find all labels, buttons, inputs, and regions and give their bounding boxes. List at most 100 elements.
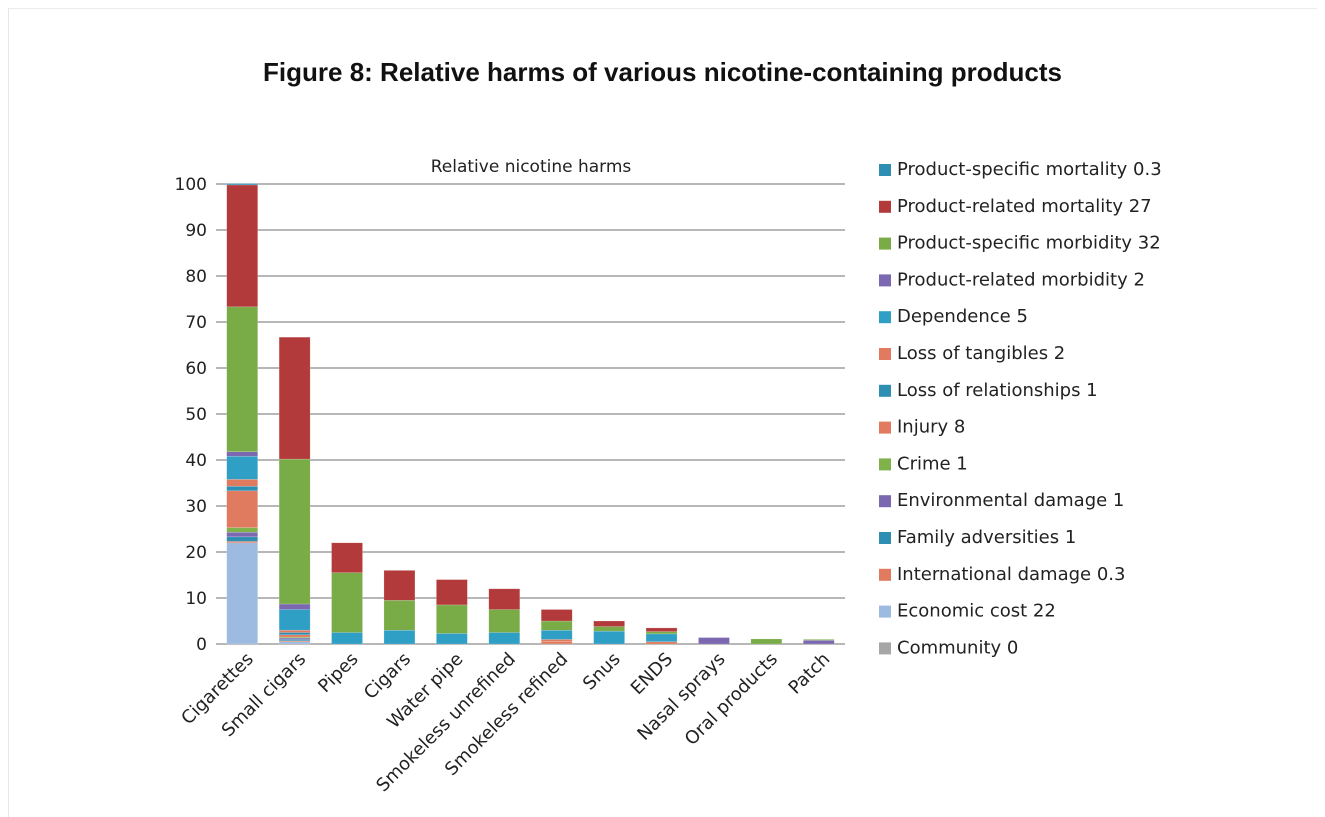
legend-swatch xyxy=(879,458,891,471)
bar-segment-1-12 xyxy=(278,336,311,460)
bar-segment-3-12 xyxy=(383,570,416,601)
legend-swatch xyxy=(879,421,891,434)
bar-segment-7-12 xyxy=(593,620,625,627)
legend-swatch xyxy=(879,532,891,544)
bar-segment-5-9 xyxy=(488,632,521,645)
figure-title: Figure 8: Relative harms of various nico… xyxy=(263,57,1062,87)
y-tick-label-20: 20 xyxy=(185,543,207,563)
bar-segment-0-7 xyxy=(226,485,258,492)
legend-swatch xyxy=(879,274,891,287)
bar-segment-8-8 xyxy=(645,641,678,645)
gridlines xyxy=(216,183,845,645)
bar-segment-5-11 xyxy=(488,609,521,633)
y-tick-label-90: 90 xyxy=(185,221,207,241)
legend-label: Product-specific mortality 0.3 xyxy=(897,159,1162,180)
legend-swatch xyxy=(879,642,891,655)
legend-label: Product-specific morbidity 32 xyxy=(897,233,1161,254)
legend-label: Environmental damage 1 xyxy=(897,490,1124,511)
bar-segment-1-6 xyxy=(278,634,311,638)
bar-segment-0-6 xyxy=(226,490,258,528)
bar-segment-6-12 xyxy=(540,609,573,622)
legend-swatch xyxy=(879,568,891,581)
bar-segment-0-12 xyxy=(226,184,258,308)
x-category-label: Oral products xyxy=(681,649,782,750)
bar-segment-6-11 xyxy=(540,620,573,631)
legend-label: Product-related mortality 27 xyxy=(897,196,1152,217)
bar-segment-1-11 xyxy=(278,458,311,605)
y-tick-label-30: 30 xyxy=(185,497,207,517)
legend-swatch xyxy=(879,348,891,360)
legend-swatch xyxy=(879,605,891,618)
y-tick-label-60: 60 xyxy=(185,359,207,379)
bar-segment-11-10 xyxy=(803,640,835,645)
legend: Product-specific mortality 0.3 Product-re… xyxy=(879,159,1162,658)
legend-label: Crime 1 xyxy=(897,453,968,474)
bar-segment-4-11 xyxy=(436,604,468,634)
y-tick-label-100: 100 xyxy=(175,175,207,195)
bar-segment-0-5 xyxy=(226,527,258,533)
x-category-label: ENDS xyxy=(627,649,677,699)
bar-segment-8-9 xyxy=(645,633,678,642)
bar-segment-8-11 xyxy=(645,631,678,635)
legend-label: Loss of tangibles 2 xyxy=(897,343,1065,364)
bar-segment-8-12 xyxy=(645,627,678,632)
bar-segment-6-8 xyxy=(540,639,573,642)
bar-segment-9-10 xyxy=(698,637,730,645)
bar-segment-0-3 xyxy=(226,536,258,542)
legend-label: Injury 8 xyxy=(897,417,965,438)
bar-segment-0-4 xyxy=(226,531,258,538)
bar-segment-0-10 xyxy=(226,451,258,457)
legend-swatch xyxy=(879,200,891,213)
legend-label: Community 0 xyxy=(897,637,1018,658)
bars xyxy=(226,183,835,645)
figure-frame xyxy=(8,8,1317,817)
y-tick-label-0: 0 xyxy=(196,635,207,655)
bar-segment-1-7 xyxy=(278,632,311,636)
bar-segment-2-9 xyxy=(331,632,363,645)
x-category-label: Snus xyxy=(579,649,625,695)
legend-label: Economic cost 22 xyxy=(897,601,1056,622)
legend-swatch xyxy=(879,164,891,176)
bar-segment-1-8 xyxy=(278,629,311,633)
bar-segment-2-11 xyxy=(331,572,363,633)
y-axis-ticks: 0 10 20 30 40 50 60 70 80 90 100 xyxy=(175,175,207,655)
bar-segment-6-6 xyxy=(540,641,573,645)
bar-segment-10-11 xyxy=(750,638,783,645)
legend-swatch xyxy=(879,237,891,250)
y-tick-label-40: 40 xyxy=(185,451,207,471)
bar-segment-1-10 xyxy=(278,603,311,610)
bar-segment-1-9 xyxy=(278,609,311,631)
legend-swatch xyxy=(879,495,891,508)
legend-label: Dependence 5 xyxy=(897,306,1028,327)
bar-segment-6-9 xyxy=(540,629,573,640)
bar-segment-7-11 xyxy=(593,626,625,632)
legend-label: Loss of relationships 1 xyxy=(897,380,1098,401)
x-category-label: Patch xyxy=(785,649,835,699)
bar-segment-0-8 xyxy=(226,479,258,487)
bar-segment-0-0 xyxy=(226,542,258,645)
bar-segment-4-12 xyxy=(436,579,468,606)
bar-segment-4-9 xyxy=(436,633,468,645)
legend-label: Family adversities 1 xyxy=(897,527,1076,548)
bar-segment-0-13 xyxy=(226,183,258,186)
bar-segment-11-11 xyxy=(803,639,835,641)
bar-segment-2-12 xyxy=(331,542,363,573)
legend-swatch xyxy=(879,311,891,324)
y-tick-label-50: 50 xyxy=(185,405,207,425)
legend-label: Product-related morbidity 2 xyxy=(897,269,1145,290)
legend-swatch xyxy=(879,384,891,397)
y-tick-label-10: 10 xyxy=(185,589,207,609)
x-category-label: Pipes xyxy=(314,649,362,697)
legend-label: International damage 0.3 xyxy=(897,564,1125,585)
bar-segment-3-9 xyxy=(383,629,416,645)
bar-segment-0-11 xyxy=(226,306,258,452)
bar-segment-7-9 xyxy=(593,630,625,645)
y-tick-label-80: 80 xyxy=(185,267,207,287)
bar-segment-5-12 xyxy=(488,588,521,610)
bar-segment-3-11 xyxy=(383,600,416,631)
bar-segment-1-0 xyxy=(278,641,311,645)
bar-segment-0-9 xyxy=(226,456,258,480)
chart-title: Relative nicotine harms xyxy=(431,157,632,177)
